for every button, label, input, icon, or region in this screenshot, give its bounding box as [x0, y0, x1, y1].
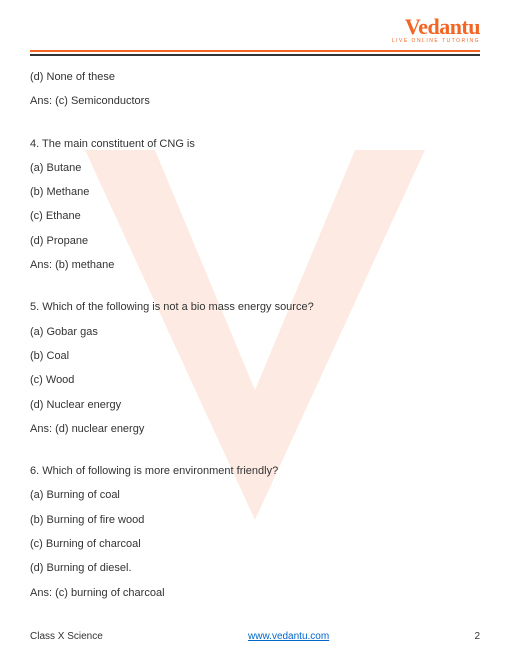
q6-answer: Ans: (c) burning of charcoal	[30, 586, 480, 600]
brand-tagline: LIVE ONLINE TUTORING	[392, 38, 480, 44]
q6-option-b: (b) Burning of fire wood	[30, 513, 480, 527]
footer-page-number: 2	[474, 631, 480, 642]
spacer	[30, 282, 480, 300]
q5-option-c: (c) Wood	[30, 373, 480, 387]
q3-option-d: (d) None of these	[30, 70, 480, 84]
content-area: (d) None of these Ans: (c) Semiconductor…	[30, 70, 480, 600]
q3-answer: Ans: (c) Semiconductors	[30, 94, 480, 108]
brand-name: Vedantu	[392, 14, 480, 40]
q4-option-d: (d) Propane	[30, 234, 480, 248]
q4-answer: Ans: (b) methane	[30, 258, 480, 272]
q6-option-c: (c) Burning of charcoal	[30, 537, 480, 551]
q6-option-a: (a) Burning of coal	[30, 488, 480, 502]
footer-link[interactable]: www.vedantu.com	[248, 631, 329, 642]
q4-option-c: (c) Ethane	[30, 209, 480, 223]
brand-logo: Vedantu LIVE ONLINE TUTORING	[392, 14, 480, 44]
q6-option-d: (d) Burning of diesel.	[30, 561, 480, 575]
divider-dark	[30, 54, 480, 56]
q4-option-a: (a) Butane	[30, 161, 480, 175]
q5-option-a: (a) Gobar gas	[30, 325, 480, 339]
footer-left: Class X Science	[30, 631, 103, 642]
page: Vedantu LIVE ONLINE TUTORING (d) None of…	[0, 0, 510, 660]
q4-stem: 4. The main constituent of CNG is	[30, 137, 480, 151]
divider-orange	[30, 50, 480, 52]
q4-option-b: (b) Methane	[30, 185, 480, 199]
footer: Class X Science www.vedantu.com 2	[30, 631, 480, 642]
q5-answer: Ans: (d) nuclear energy	[30, 422, 480, 436]
q5-option-b: (b) Coal	[30, 349, 480, 363]
q6-stem: 6. Which of following is more environmen…	[30, 464, 480, 478]
spacer	[30, 446, 480, 464]
spacer	[30, 119, 480, 137]
q5-option-d: (d) Nuclear energy	[30, 398, 480, 412]
q5-stem: 5. Which of the following is not a bio m…	[30, 300, 480, 314]
